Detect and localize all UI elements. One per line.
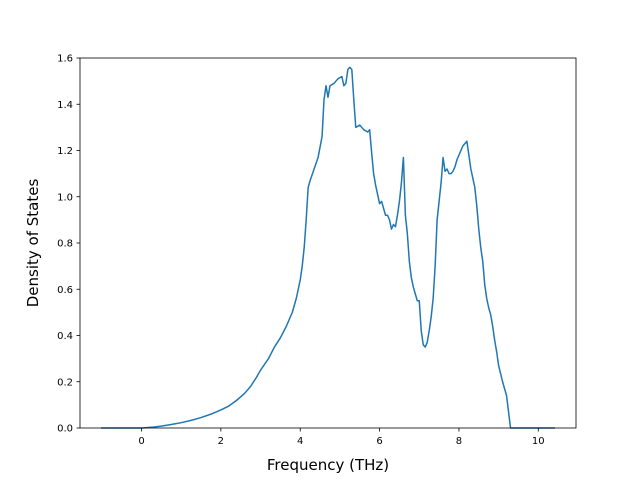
- y-tick-label: 1.4: [57, 100, 73, 111]
- y-tick-label: 1.6: [57, 54, 73, 65]
- y-tick-label: 0.6: [57, 285, 73, 296]
- y-tick-label: 0.2: [57, 377, 73, 388]
- x-tick-label: 2: [218, 436, 224, 447]
- dos-series-line: [101, 66, 555, 429]
- y-tick-label: 0.8: [57, 239, 73, 250]
- y-axis-title: Density of States: [24, 179, 42, 308]
- x-axis-title: Frequency (THz): [267, 456, 389, 474]
- x-tick-label: 4: [297, 436, 303, 447]
- y-tick-label: 0.0: [57, 424, 73, 435]
- y-axis: 0.0 0.2 0.4 0.6 0.8 1.0 1.2 1.4 1.6: [57, 54, 80, 435]
- y-tick-label: 0.4: [57, 331, 73, 342]
- x-tick-label: 10: [532, 436, 545, 447]
- plot-area: [101, 66, 555, 429]
- x-tick-label: 0: [138, 436, 144, 447]
- y-tick-label: 1.0: [57, 192, 73, 203]
- y-tick-label: 1.2: [57, 146, 73, 157]
- x-tick-label: 8: [456, 436, 462, 447]
- x-tick-label: 6: [376, 436, 382, 447]
- x-axis: 0 2 4 6 8 10: [138, 428, 545, 447]
